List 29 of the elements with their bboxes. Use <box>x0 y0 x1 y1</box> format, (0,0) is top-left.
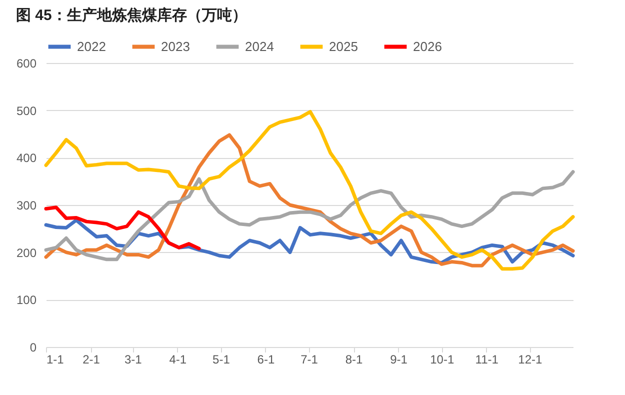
line-series <box>44 206 201 250</box>
legend-label: 2023 <box>161 38 190 54</box>
x-tick-label: 5-1 <box>212 352 230 366</box>
x-tick-label: 3-1 <box>124 352 142 366</box>
x-tick-label: 4-1 <box>169 352 187 366</box>
x-tick-label: 8-1 <box>345 352 364 366</box>
line-series <box>44 133 575 268</box>
chart-title: 图 45：生产地炼焦煤库存（万吨） <box>16 6 247 24</box>
x-tick-label: 9-1 <box>390 352 408 366</box>
line-series <box>44 110 575 271</box>
legend-label: 2026 <box>413 38 442 54</box>
y-tick-label: 100 <box>16 293 37 308</box>
line-series <box>44 170 575 262</box>
legend-label: 2022 <box>77 38 106 54</box>
x-tick-label: 12-1 <box>518 352 543 366</box>
x-tick-label: 10-1 <box>430 352 454 366</box>
y-tick-label: 0 <box>30 340 37 354</box>
x-tick-label: 6-1 <box>257 352 275 366</box>
legend-label: 2025 <box>329 38 358 54</box>
legend-label: 2024 <box>245 38 274 54</box>
y-tick-label: 400 <box>16 151 37 166</box>
x-tick-label: 7-1 <box>300 352 318 366</box>
x-tick-label: 11-1 <box>475 352 499 366</box>
x-tick-label: 1-1 <box>46 352 64 366</box>
y-tick-label: 500 <box>16 104 37 118</box>
y-tick-label: 600 <box>16 56 37 70</box>
y-tick-label: 200 <box>16 246 37 260</box>
x-tick-label: 2-1 <box>82 352 100 366</box>
y-tick-label: 300 <box>16 198 37 212</box>
